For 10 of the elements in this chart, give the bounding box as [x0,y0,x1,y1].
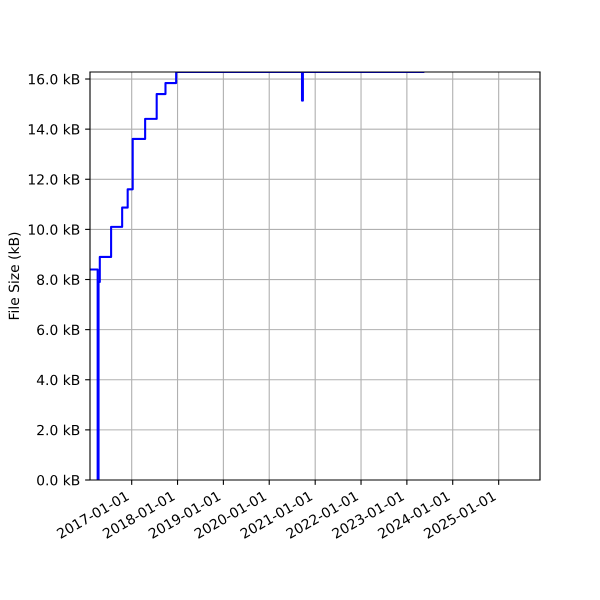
y-tick-label: 12.0 kB [28,174,80,185]
y-tick-label: 16.0 kB [28,74,80,84]
y-tick-label: 8.0 kB [37,274,80,285]
y-axis-title: File Size (kB) [8,232,21,320]
y-tick-label: 14.0 kB [28,124,80,135]
y-tick-label: 10.0 kB [28,224,80,235]
y-tick-label: 2.0 kB [37,424,80,436]
y-tick-label: 0.0 kB [37,474,80,486]
y-tick-label: 6.0 kB [37,324,80,336]
y-tick-label: 4.0 kB [36,374,80,386]
